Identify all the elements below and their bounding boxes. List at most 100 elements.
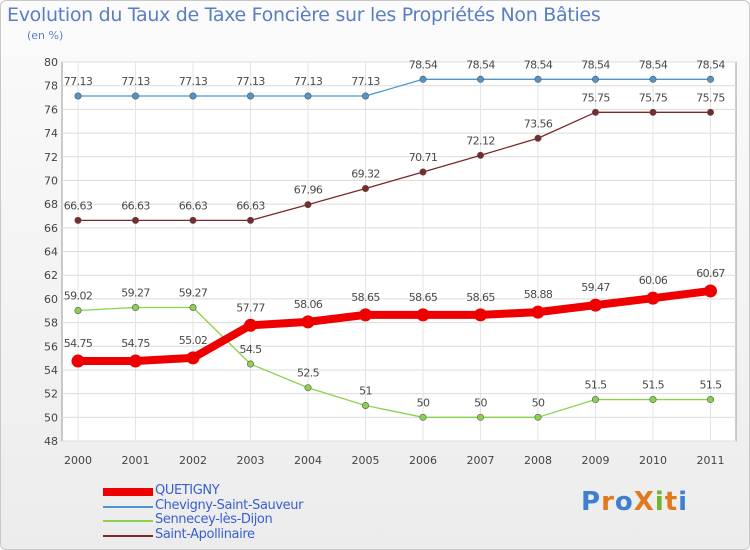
- data-label: 77.13: [236, 75, 265, 88]
- y-tick-label: 54: [44, 364, 58, 377]
- y-tick-label: 48: [44, 435, 58, 448]
- data-point: [189, 92, 197, 100]
- data-point: [534, 134, 542, 142]
- data-point: [649, 396, 657, 404]
- legend-label: Sennecey-lès-Dijon: [155, 512, 273, 527]
- data-label: 59.27: [121, 287, 150, 300]
- data-label: 69.32: [351, 167, 380, 180]
- series-line-sennecey-l-s-dijon: [77, 306, 711, 418]
- data-point: [534, 413, 542, 421]
- data-point: [706, 75, 714, 83]
- data-point: [74, 216, 82, 224]
- data-label: 78.54: [639, 58, 668, 71]
- legend-swatch: [103, 520, 153, 522]
- legend-swatch: [103, 488, 153, 496]
- data-label: 59.47: [581, 281, 610, 294]
- data-point: [132, 216, 140, 224]
- data-point: [304, 384, 312, 392]
- data-label: 66.63: [64, 199, 93, 212]
- x-tick-label: 2001: [122, 454, 150, 467]
- data-label: 75.75: [581, 91, 610, 104]
- data-point: [419, 413, 427, 421]
- data-label: 54.75: [121, 337, 150, 350]
- y-tick-label: 50: [44, 411, 58, 424]
- data-point: [646, 291, 660, 305]
- data-point: [706, 396, 714, 404]
- data-label: 77.13: [179, 75, 208, 88]
- data-label: 66.63: [179, 199, 208, 212]
- data-point: [304, 92, 312, 100]
- y-tick-label: 70: [44, 174, 58, 187]
- data-point: [244, 318, 257, 332]
- x-tick-label: 2009: [582, 454, 610, 467]
- data-label: 66.63: [236, 199, 265, 212]
- x-tick-label: 2010: [639, 454, 667, 467]
- data-point: [706, 108, 714, 116]
- data-label: 77.13: [294, 75, 323, 88]
- data-label: 50: [417, 396, 430, 409]
- data-label: 59.27: [179, 287, 208, 300]
- y-tick-label: 80: [44, 56, 58, 69]
- data-label: 78.54: [466, 58, 495, 71]
- data-label: 51: [359, 384, 372, 397]
- data-label: 60.06: [639, 274, 668, 287]
- data-point: [132, 92, 140, 100]
- data-point: [476, 413, 484, 421]
- data-label: 78.54: [581, 58, 610, 71]
- legend-label: Saint-Apollinaire: [155, 526, 255, 542]
- data-label: 75.75: [696, 91, 725, 104]
- data-point: [247, 216, 255, 224]
- data-point: [301, 315, 315, 329]
- data-label: 75.75: [639, 91, 668, 104]
- data-label: 77.13: [121, 75, 150, 88]
- data-label: 58.06: [294, 298, 323, 311]
- data-label: 66.63: [121, 199, 150, 212]
- y-tick-label: 78: [44, 80, 58, 93]
- data-point: [304, 201, 312, 209]
- y-tick-label: 56: [44, 340, 58, 353]
- data-point: [129, 354, 142, 368]
- data-point: [416, 308, 430, 322]
- data-label: 51.5: [699, 379, 722, 392]
- data-label: 70.71: [409, 151, 438, 164]
- data-label: 67.96: [294, 184, 323, 197]
- y-tick-label: 76: [44, 103, 58, 116]
- data-point: [71, 354, 85, 368]
- data-label: 58.65: [466, 291, 495, 304]
- y-tick-label: 64: [44, 246, 58, 259]
- y-tick-label: 58: [44, 317, 58, 330]
- data-point: [74, 92, 82, 100]
- data-label: 78.54: [524, 58, 553, 71]
- data-point: [534, 75, 542, 83]
- data-point: [704, 284, 717, 298]
- data-point: [419, 75, 427, 83]
- data-point: [74, 306, 82, 314]
- data-point: [591, 396, 599, 404]
- x-tick-label: 2008: [524, 454, 552, 467]
- data-point: [247, 92, 255, 100]
- y-tick-label: 52: [44, 388, 58, 401]
- data-point: [589, 298, 602, 312]
- data-label: 52.5: [297, 367, 320, 380]
- data-label: 78.54: [409, 58, 438, 71]
- data-label: 58.65: [409, 291, 438, 304]
- data-label: 77.13: [351, 75, 380, 88]
- legend-label: Chevigny-Saint-Sauveur: [155, 497, 304, 513]
- data-point: [649, 75, 657, 83]
- y-tick-label: 60: [44, 293, 58, 306]
- y-tick-label: 68: [44, 198, 58, 211]
- data-point: [531, 305, 545, 319]
- data-point: [132, 304, 140, 312]
- x-tick-label: 2000: [64, 454, 92, 467]
- data-point: [189, 216, 197, 224]
- data-point: [247, 360, 255, 368]
- data-label: 60.67: [696, 267, 725, 280]
- x-tick-label: 2005: [352, 454, 380, 467]
- data-label: 57.77: [236, 301, 265, 314]
- chart-subtitle: (en %): [27, 29, 64, 42]
- data-label: 50: [532, 396, 545, 409]
- data-point: [476, 151, 484, 159]
- data-point: [361, 184, 369, 192]
